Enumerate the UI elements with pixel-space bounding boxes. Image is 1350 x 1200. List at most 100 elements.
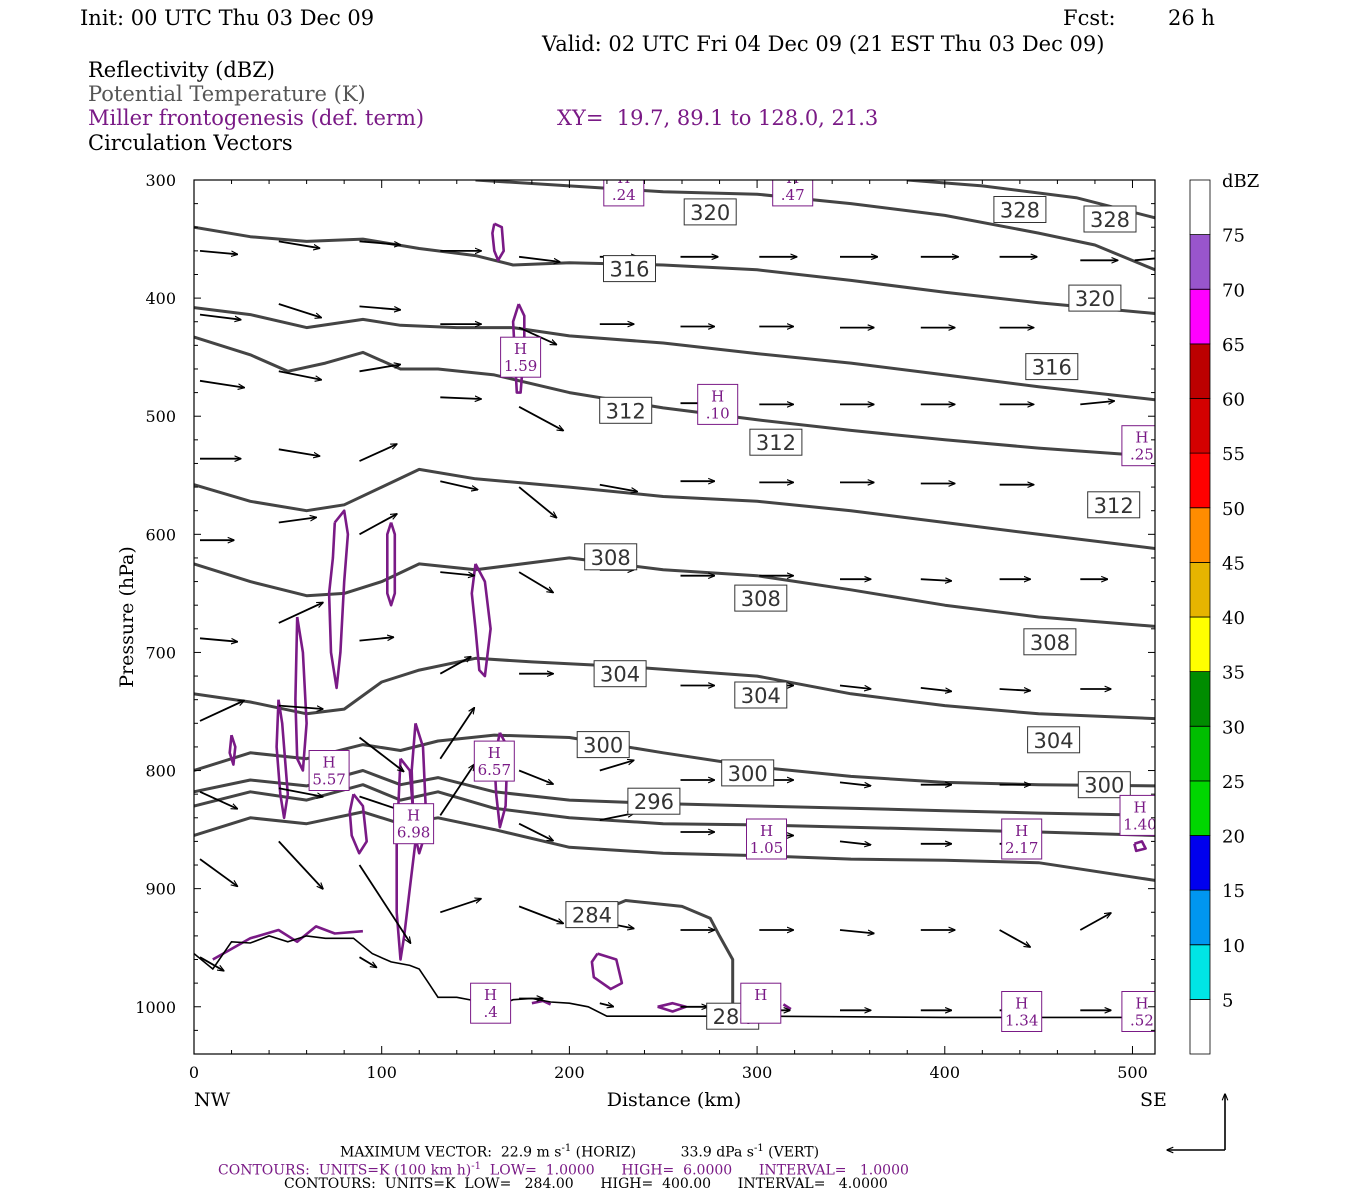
colorbar-segment xyxy=(1189,780,1211,836)
fronto-max-box xyxy=(473,740,515,782)
circulation-vector xyxy=(278,240,320,248)
fronto-max-label: H.52 xyxy=(1121,991,1155,1032)
circulation-vector xyxy=(199,637,237,641)
fronto-max-value: .25 xyxy=(1130,446,1154,464)
theta-label-text: 328 xyxy=(1000,199,1040,223)
fronto-max-marker: H xyxy=(1135,429,1148,447)
fronto-max-value: 6.57 xyxy=(478,761,511,779)
circulation-vector xyxy=(278,704,323,709)
max-vector-horiz: 22.9 m s xyxy=(500,1144,562,1161)
circulation-vector xyxy=(440,571,474,575)
theta-label-box xyxy=(599,396,653,424)
colorbar-segment xyxy=(1189,725,1211,782)
fronto-max-value: .52 xyxy=(1130,1012,1154,1030)
fronto-contour-info: CONTOURS: UNITS=K (100 km h)-1 LOW= 1.00… xyxy=(218,1158,909,1180)
fronto-max-value: .10 xyxy=(706,404,730,422)
max-vector-horiz-exponent: -1 xyxy=(561,1143,572,1154)
forecast-hour: 26 h xyxy=(1168,6,1215,30)
x-tick-label: 300 xyxy=(742,1063,773,1082)
fronto-max-marker: H xyxy=(1135,995,1148,1013)
fronto-max-box xyxy=(1121,425,1155,467)
theta-label-text: 296 xyxy=(634,790,674,814)
theta-contour-288 xyxy=(194,810,1155,882)
fronto-max-value: 5.57 xyxy=(312,771,345,789)
theta-label-text: 300 xyxy=(728,762,768,786)
colorbar-segment xyxy=(1189,234,1211,290)
theta-label: 316 xyxy=(1025,353,1079,381)
theta-label-box xyxy=(565,901,619,929)
theta-label: 308 xyxy=(1023,628,1077,656)
colorbar-segment xyxy=(1189,616,1211,672)
theta-label-text: 284 xyxy=(572,904,612,928)
circulation-vector xyxy=(358,736,404,772)
x-tick-label: 200 xyxy=(554,1063,585,1082)
fronto-contour-7 xyxy=(228,734,237,766)
circulation-vector xyxy=(359,365,401,373)
theta-label-box xyxy=(1087,491,1141,519)
colorbar-segment xyxy=(1189,562,1211,618)
theta-contour-320 xyxy=(194,225,1155,315)
circulation-vector xyxy=(359,305,401,309)
fronto-contour-1 xyxy=(511,303,526,394)
circulation-vector xyxy=(999,929,1031,947)
theta-contour-308 xyxy=(194,556,1155,628)
circulation-vector xyxy=(599,483,637,492)
circulation-vector xyxy=(359,240,401,244)
theta-label: 284 xyxy=(565,901,619,929)
theta-label-box xyxy=(1083,205,1137,233)
circulation-vector xyxy=(278,370,322,380)
x-tick-label: 100 xyxy=(366,1063,397,1082)
theta-label-text: 304 xyxy=(600,663,640,687)
colorbar-segment xyxy=(1189,343,1211,399)
theta-label-box xyxy=(1023,628,1077,656)
x-axis-right-end-label: SE xyxy=(1140,1089,1167,1111)
fronto-max-box xyxy=(470,982,512,1024)
circulation-vector xyxy=(199,701,244,722)
fronto-max-label: H2.17 xyxy=(1001,818,1043,860)
circulation-vector xyxy=(839,684,871,689)
circulation-vector xyxy=(920,687,952,691)
circulation-vector xyxy=(278,603,323,624)
theta-label: 296 xyxy=(627,787,681,815)
theta-label-text: 312 xyxy=(606,399,646,423)
theta-label-box xyxy=(627,787,681,815)
fronto-max-value: 1.59 xyxy=(504,357,537,375)
colorbar-segment xyxy=(1189,452,1211,509)
max-vector-vert-exponent: -1 xyxy=(753,1143,764,1154)
fronto-max-value: 1.40 xyxy=(1123,815,1156,833)
theta-label-text: 308 xyxy=(1030,631,1070,655)
circulation-vector xyxy=(999,689,1031,691)
field-circulation-vectors: Circulation Vectors xyxy=(88,131,293,155)
terrain-surface xyxy=(194,935,1155,1019)
theta-label-box xyxy=(1025,353,1079,381)
theta-label-box xyxy=(1027,726,1081,754)
y-tick-label: 800 xyxy=(145,762,176,781)
fronto-contour-exponent: -1 xyxy=(471,1161,482,1172)
fronto-max-label: H1.34 xyxy=(1001,991,1043,1032)
theta-label-box xyxy=(576,731,630,759)
theta-label-text: 308 xyxy=(591,546,631,570)
fronto-max-box xyxy=(393,803,435,845)
fronto-contour-6 xyxy=(275,699,290,820)
colorbar-segment xyxy=(1189,179,1211,235)
circulation-vector xyxy=(278,787,323,797)
circulation-vector xyxy=(440,397,481,399)
theta-label: 300 xyxy=(721,759,775,787)
theta-label: 320 xyxy=(1068,284,1122,312)
circulation-vector xyxy=(599,760,634,772)
y-tick-label: 600 xyxy=(145,525,176,544)
fronto-max-marker: H xyxy=(760,822,773,840)
fronto-max-value: .47 xyxy=(781,186,805,204)
colorbar-unit: dBZ xyxy=(1222,171,1259,192)
circulation-vector xyxy=(439,764,474,816)
circulation-vector xyxy=(199,313,241,320)
y-tick-label: 900 xyxy=(145,880,176,899)
fronto-max-marker: H xyxy=(407,807,420,825)
theta-label-text: 308 xyxy=(741,587,781,611)
theta-label-box xyxy=(1068,284,1122,312)
fronto-max-value: .24 xyxy=(612,186,636,204)
theta-label: 304 xyxy=(593,660,647,688)
fronto-contour-range: LOW= 1.0000 HIGH= 6.0000 INTERVAL= 1.000… xyxy=(481,1162,909,1179)
theta-label-text: 316 xyxy=(609,258,649,282)
theta-label: 316 xyxy=(603,255,656,283)
